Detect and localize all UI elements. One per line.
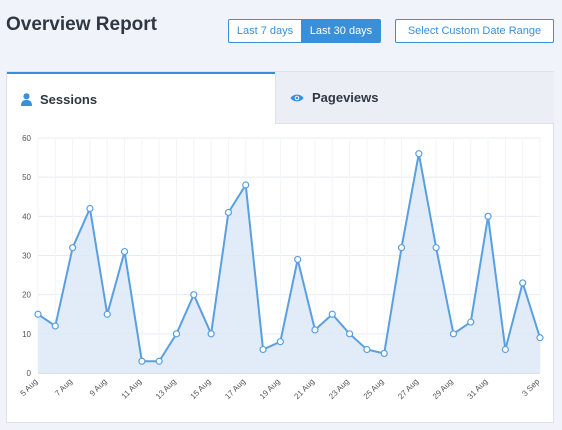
data-point <box>328 310 336 318</box>
tab-sessions-label: Sessions <box>40 91 98 107</box>
data-point <box>380 349 388 358</box>
data-point <box>155 357 163 365</box>
data-point <box>190 291 198 299</box>
x-tick-label: 13 Aug <box>154 377 178 401</box>
y-tick-label: 0 <box>27 369 32 378</box>
data-point <box>172 330 181 338</box>
data-point <box>397 244 406 252</box>
x-tick-label: 31 Aug <box>465 377 489 401</box>
x-tick-label: 3 Sep <box>520 377 542 399</box>
data-point <box>519 279 527 287</box>
x-tick-label: 15 Aug <box>189 377 213 401</box>
last-30-days-button[interactable]: Last 30 days <box>301 19 381 43</box>
data-point <box>69 244 77 252</box>
data-point <box>449 330 458 338</box>
data-point <box>345 330 354 338</box>
x-tick-label: 21 Aug <box>292 377 316 401</box>
data-point <box>103 310 111 318</box>
y-tick-label: 10 <box>22 330 31 339</box>
data-point <box>242 181 250 189</box>
x-tick-label: 5 Aug <box>19 377 40 398</box>
data-point <box>311 326 319 334</box>
y-tick-label: 30 <box>22 252 31 261</box>
sessions-chart: 0 10 20 30 40 50 60 5 Aug 7 Aug 9 Aug 11 Aug 13 Aug… <box>19 134 544 401</box>
y-tick-label: 60 <box>22 134 31 143</box>
data-point <box>120 247 129 256</box>
x-tick-label: 29 Aug <box>431 377 455 401</box>
x-tick-label: 19 Aug <box>258 377 282 401</box>
page-title: Overview Report <box>6 14 157 35</box>
data-point <box>224 208 233 217</box>
tab-sessions[interactable]: Sessions <box>7 72 275 124</box>
eye-icon <box>290 93 304 103</box>
data-point <box>86 204 94 213</box>
last-7-days-button[interactable]: Last 7 days <box>228 19 302 43</box>
y-tick-label: 40 <box>22 212 31 221</box>
tab-pageviews-label: Pageviews <box>312 90 379 105</box>
data-point <box>501 345 509 354</box>
x-tick-label: 23 Aug <box>327 377 351 401</box>
data-point <box>467 318 475 326</box>
data-point <box>138 357 146 365</box>
x-tick-label: 27 Aug <box>396 377 420 401</box>
y-tick-label: 20 <box>22 291 31 300</box>
x-tick-label: 17 Aug <box>223 377 247 401</box>
tab-pageviews[interactable]: Pageviews <box>275 72 554 124</box>
x-tick-label: 25 Aug <box>362 377 386 401</box>
x-tick-label: 9 Aug <box>88 377 109 398</box>
data-point <box>34 310 42 318</box>
data-point <box>484 212 492 220</box>
x-tick-label: 11 Aug <box>120 377 144 401</box>
custom-date-range-button[interactable]: Select Custom Date Range <box>395 19 554 43</box>
user-icon <box>21 92 32 106</box>
data-point <box>276 338 284 346</box>
series-area <box>38 153 540 373</box>
data-point <box>51 322 59 330</box>
data-point <box>294 255 302 264</box>
data-point <box>536 334 544 342</box>
y-tick-label: 50 <box>22 173 31 182</box>
data-point <box>363 345 371 354</box>
report-panel: Sessions Pageviews 0 10 20 30 40 50 60 5 Aug 7 A… <box>6 71 554 423</box>
data-point <box>415 150 423 158</box>
data-point <box>432 244 440 252</box>
data-point <box>207 330 215 338</box>
x-tick-label: 7 Aug <box>53 377 74 398</box>
data-point <box>259 345 267 354</box>
